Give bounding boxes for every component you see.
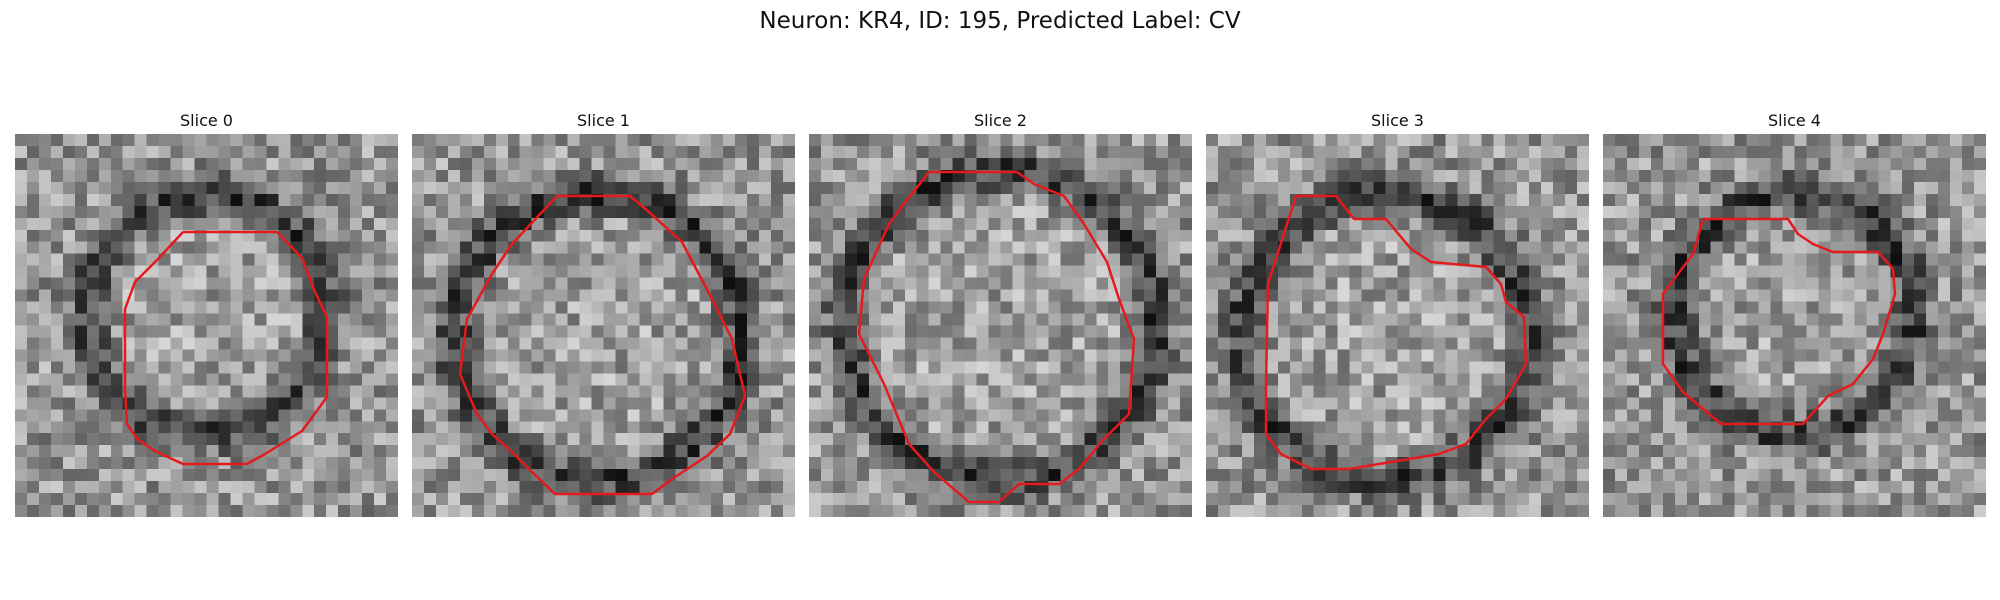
slice-panel: Slice 4 <box>1603 109 1986 517</box>
figure-title: Neuron: KR4, ID: 195, Predicted Label: C… <box>759 8 1241 34</box>
contour-outline <box>857 170 1136 504</box>
slice-title: Slice 0 <box>180 111 233 130</box>
segmentation-contour <box>458 194 747 496</box>
segmentation-contour <box>1264 194 1528 471</box>
segmentation-contour <box>1661 217 1897 426</box>
slice-title: Slice 1 <box>577 111 630 130</box>
contour-outline <box>458 194 747 496</box>
segmentation-contour <box>857 170 1136 504</box>
slice-title: Slice 3 <box>1371 111 1424 130</box>
slice-image <box>412 134 795 517</box>
slice-title: Slice 4 <box>1768 111 1821 130</box>
slice-image <box>1603 134 1986 517</box>
contour-outline <box>1661 217 1897 426</box>
slice-panel: Slice 2 <box>809 109 1192 517</box>
slice-title: Slice 2 <box>974 111 1027 130</box>
slice-image <box>15 134 398 517</box>
slice-panel: Slice 1 <box>412 109 795 517</box>
slice-panel: Slice 0 <box>15 109 398 517</box>
slice-panel: Slice 3 <box>1206 109 1589 517</box>
segmentation-contour <box>123 230 329 466</box>
contour-outline <box>1264 194 1528 471</box>
contour-outline <box>123 230 329 466</box>
